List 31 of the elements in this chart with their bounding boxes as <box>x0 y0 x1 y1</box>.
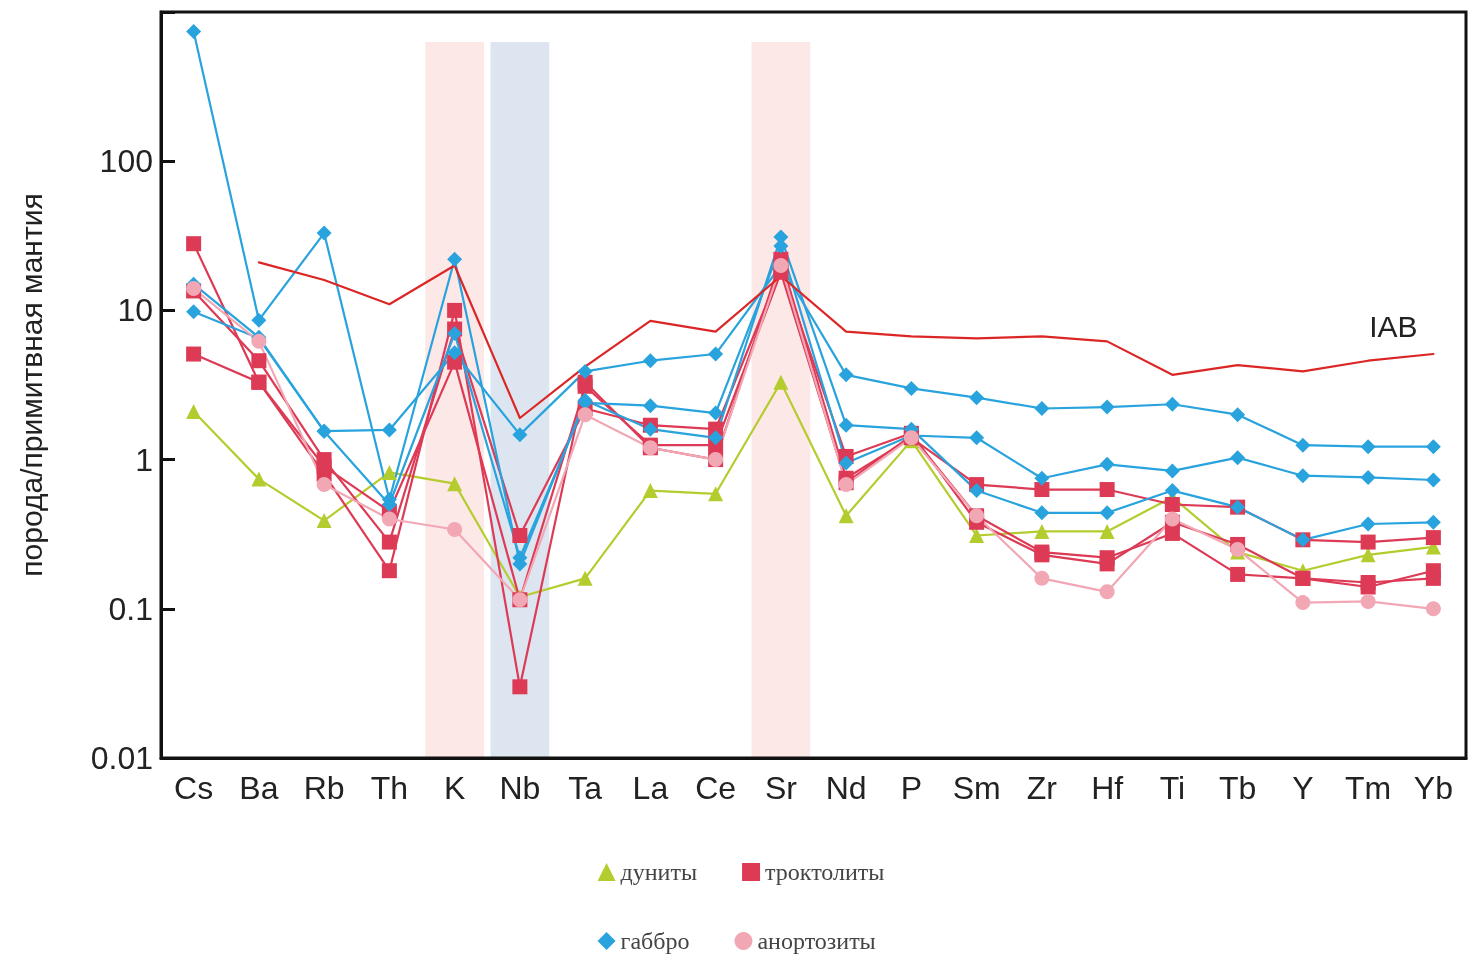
x-tick-label: Sr <box>764 770 798 806</box>
x-tick-label: K <box>443 770 466 806</box>
y-tick-label: 0.1 <box>108 590 153 627</box>
x-tick-label: Th <box>370 770 409 806</box>
x-tick-label: La <box>632 770 669 806</box>
x-tick-label: Nb <box>499 770 541 806</box>
legend-label: троктолиты <box>765 859 885 885</box>
x-tick-label: Tb <box>1218 770 1257 806</box>
series-label: IAB <box>1369 309 1418 343</box>
x-tick-label: Ti <box>1159 770 1186 806</box>
x-tick-label: Ce <box>695 770 737 806</box>
x-tick-label: Cs <box>174 770 214 806</box>
legend-label: анортозиты <box>757 928 876 954</box>
y-tick-label: 10 <box>117 292 153 329</box>
legend-label: дуниты <box>620 859 698 885</box>
x-tick-label: Y <box>1292 770 1314 806</box>
y-tick-label: 0.01 <box>90 740 153 776</box>
y-tick-label: 1 <box>135 441 153 478</box>
y-tick-label: 100 <box>99 143 153 180</box>
x-tick-label: Ba <box>239 770 279 806</box>
x-tick-label: Ta <box>568 770 603 806</box>
x-tick-label: Zr <box>1026 770 1058 806</box>
x-tick-label: Sm <box>952 770 1001 806</box>
legend-label: габбро <box>620 928 690 954</box>
x-tick-label: Nd <box>825 770 867 806</box>
x-tick-label: Hf <box>1091 770 1124 806</box>
x-tick-label: Yb <box>1413 770 1453 806</box>
x-tick-label: Tm <box>1345 770 1392 806</box>
x-tick-label: P <box>900 770 923 806</box>
y-axis-title: порода/примитвная мантия <box>14 193 48 577</box>
x-tick-label: Rb <box>303 770 345 806</box>
